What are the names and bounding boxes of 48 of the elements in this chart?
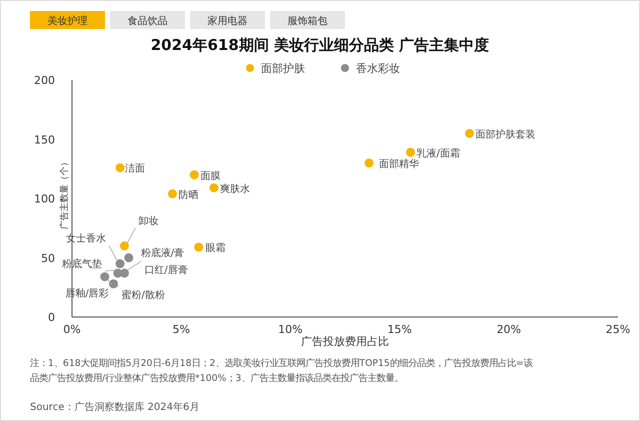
- annotation: 面膜: [200, 170, 220, 182]
- annotation: 蜜粉/散粉: [121, 288, 165, 301]
- annotation: 粉底液/膏: [140, 246, 184, 259]
- text: 美妆护理: [48, 15, 88, 27]
- point: [464, 128, 474, 138]
- point: [364, 158, 374, 168]
- point: [108, 279, 118, 288]
- text: 品类广告投放费用/行业整体广告投放费用*100%；3、广告主数量指该品类在投广告主数量。: [30, 373, 404, 384]
- annotation: 眼霜: [206, 243, 226, 254]
- chart-title: 2024年618期间 美妆行业细分品类 广告主集中度: [150, 36, 490, 54]
- annotation: 洁面: [125, 162, 146, 175]
- x-tick-label: 10%: [278, 323, 303, 336]
- y-tick-label: 0: [48, 311, 55, 324]
- annotation: 卸妆: [138, 214, 158, 227]
- annotation: 防晒: [178, 188, 198, 201]
- point: [209, 183, 218, 192]
- point: [406, 148, 416, 157]
- x-tick-label: 0%: [63, 323, 81, 336]
- point: [100, 272, 110, 282]
- point: [168, 189, 177, 198]
- legend-label: 面部护肤: [261, 62, 305, 75]
- annotation: 面部护肤套装: [475, 128, 536, 140]
- y-tick-label: 50: [41, 252, 55, 265]
- point: [116, 259, 125, 268]
- annotation: 面部精华: [379, 158, 420, 170]
- x-tick-label: 5%: [172, 323, 190, 336]
- x-axis-title: 广告投放费用占比: [301, 335, 389, 348]
- y-tick-label: 150: [34, 133, 55, 146]
- text: 服饰箱包: [288, 15, 328, 27]
- x-tick-label: 20%: [496, 323, 522, 336]
- point: [190, 170, 199, 180]
- source-note: Source：广告洞察数据库 2024年6月: [30, 401, 200, 413]
- x-tick-label: 25%: [606, 323, 630, 336]
- annotation: 乳液/面霜: [416, 147, 460, 160]
- x-tick-label: 15%: [387, 323, 412, 336]
- point: [116, 163, 125, 172]
- y-tick-label: 100: [34, 192, 55, 206]
- annotation: 口红/唇膏: [144, 264, 188, 276]
- text: 注：1、618大促期间指5月20日-6月18日；2、选取美妆行业互联网广告投放费用TOP15的细分品类，广告投放费用占比=该: [30, 358, 533, 369]
- y-axis-title: 广告主数量（个）: [59, 158, 70, 230]
- point: [194, 242, 204, 252]
- point: [120, 241, 129, 250]
- text: 家用电器: [208, 15, 248, 27]
- legend-label: 香水彩妆: [356, 62, 400, 75]
- y-tick-label: 200: [34, 74, 55, 87]
- text: 食品饮品: [128, 15, 168, 27]
- annotation: 爽肤水: [220, 182, 250, 195]
- point: [124, 253, 134, 262]
